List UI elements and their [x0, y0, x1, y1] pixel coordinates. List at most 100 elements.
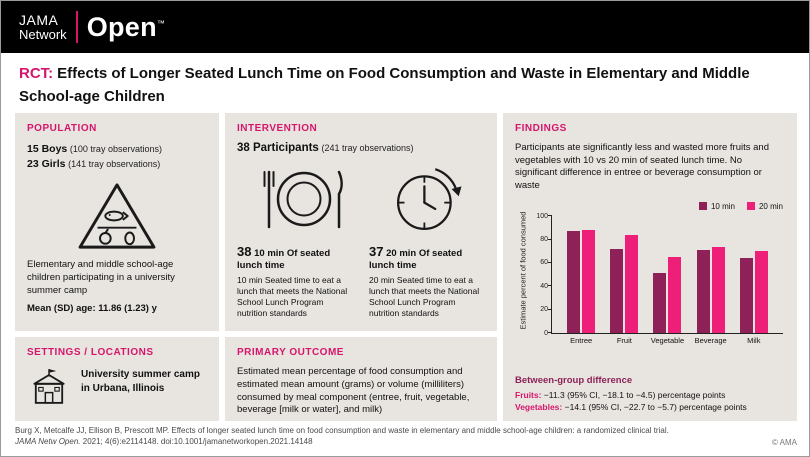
- trademark-symbol: ™: [156, 18, 166, 28]
- vegetables-label: Vegetables:: [515, 402, 563, 413]
- chart-legend: 10 min 20 min: [515, 200, 785, 212]
- arm-10min-n: 38: [237, 244, 252, 259]
- settings-text: University summer camp in Urbana, Illino…: [81, 369, 200, 394]
- study-type-tag: RCT:: [19, 65, 54, 82]
- mean-age: Mean (SD) age: 11.86 (1.23) y: [27, 302, 157, 314]
- between-group-difference: Between-group difference Fruits: −11.3 (…: [515, 374, 785, 413]
- participants-count: 38 Participants: [237, 142, 319, 154]
- population-panel: POPULATION 15 Boys (100 tray observation…: [15, 113, 219, 331]
- boys-note: (100 tray observations): [69, 144, 162, 154]
- jama-text: JAMA: [19, 11, 59, 28]
- between-group-title: Between-group difference: [515, 375, 633, 387]
- y-tick-0: 0: [544, 329, 548, 337]
- settings-panel: SETTINGS / LOCATIONS University summer c…: [15, 337, 219, 421]
- boys-count: 15 Boys: [27, 143, 68, 155]
- arm-10min-label: 10 min Of seated lunch time: [237, 248, 331, 272]
- citation-text: Burg X, Metcalfe JJ, Ellison B, Prescott…: [15, 425, 669, 435]
- bar-20min-fruit: [625, 234, 639, 334]
- intervention-panel: INTERVENTION 38 Participants (241 tray o…: [225, 113, 497, 331]
- y-axis-title: Estimate percent of food consumed: [518, 211, 528, 330]
- x-axis-label-fruit: Fruit: [616, 336, 632, 346]
- girls-count-line: 23 Girls (141 tray observations): [27, 157, 207, 172]
- y-tick-80: 80: [540, 236, 548, 244]
- bar-10min-milk: [739, 258, 753, 334]
- bar-20min-entree: [582, 230, 596, 334]
- citation-details: 2021; 4(6):e2114148. doi:10.1001/jamanet…: [82, 436, 313, 446]
- jama-network-wordmark: JAMA Network: [19, 13, 67, 41]
- x-axis-label-vegetable: Vegetable: [650, 336, 685, 346]
- legend-item-20min: 20 min: [746, 202, 783, 211]
- intervention-header: INTERVENTION: [237, 123, 318, 134]
- school-building-icon: [27, 366, 71, 406]
- arm-10min: 38 10 min Of seated lunch time 10 min Se…: [237, 244, 353, 319]
- bar-group-fruit: Fruit: [610, 216, 639, 345]
- arm-10min-description: 10 min Seated time to eat a lunch that m…: [237, 275, 348, 319]
- arm-20min-description: 20 min Seated time to eat a lunch that m…: [369, 275, 480, 319]
- primary-outcome-panel: PRIMARY OUTCOME Estimated mean percentag…: [225, 337, 497, 421]
- y-tick-mark: [548, 215, 552, 217]
- findings-summary: Participants ate significantly less and …: [515, 142, 769, 191]
- y-tick-mark: [548, 285, 552, 287]
- intervention-arms: 38 10 min Of seated lunch time 10 min Se…: [237, 244, 485, 319]
- logo-divider: [75, 11, 78, 43]
- settings-row: University summer camp in Urbana, Illino…: [27, 366, 207, 406]
- population-description: Elementary and middle school-age childre…: [27, 259, 175, 297]
- legend-swatch: [698, 202, 707, 211]
- y-tick-mark: [548, 261, 552, 263]
- between-group-fruits: Fruits: −11.3 (95% CI, −18.1 to −4.5) pe…: [515, 389, 785, 401]
- primary-outcome-text: Estimated mean percentage of food consum…: [237, 366, 470, 416]
- arm-10min-headline: 38 10 min Of seated lunch time: [237, 244, 353, 272]
- bar-10min-entree: [567, 231, 581, 334]
- x-axis-label-milk: Milk: [747, 336, 761, 346]
- findings-header: FINDINGS: [515, 123, 567, 134]
- bar-group-entree: Entree: [567, 216, 596, 345]
- citation-line2: JAMA Netw Open. 2021; 4(6):e2114148. doi…: [15, 436, 749, 447]
- fruits-label: Fruits:: [515, 389, 542, 400]
- girls-note: (141 tray observations): [68, 159, 161, 170]
- y-tick-40: 40: [540, 282, 548, 290]
- open-text: Open: [86, 11, 157, 42]
- network-text: Network: [19, 26, 67, 42]
- arm-20min-label: 20 min Of seated lunch time: [369, 248, 463, 272]
- legend-item-10min: 10 min: [698, 201, 735, 211]
- participants-line: 38 Participants (241 tray observations): [237, 142, 485, 154]
- citation-footer: Burg X, Metcalfe JJ, Ellison B, Prescott…: [15, 425, 749, 447]
- x-axis-label-entree: Entree: [570, 336, 593, 346]
- findings-panel: FINDINGS Participants ate significantly …: [503, 113, 797, 421]
- y-tick-100: 100: [536, 212, 548, 220]
- boys-count-line: 15 Boys (100 tray observations): [27, 142, 207, 157]
- population-header: POPULATION: [27, 123, 97, 134]
- copyright: © AMA: [771, 438, 797, 447]
- plate-cutlery-icon: [256, 164, 352, 234]
- y-tick-mark: [548, 308, 552, 310]
- bar-group-beverage: Beverage: [695, 216, 727, 345]
- bar-10min-beverage: [696, 250, 710, 334]
- intervention-icons-row: [237, 158, 485, 240]
- clock-icon: [390, 161, 466, 237]
- jama-network-open-logo: JAMA Network Open™: [19, 11, 165, 43]
- title-bar: RCT: Effects of Longer Seated Lunch Time …: [1, 53, 809, 108]
- between-group-vegetables: Vegetables: −14.1 (95% CI, −22.7 to −5.7…: [515, 401, 785, 413]
- primary-outcome-header: PRIMARY OUTCOME: [237, 347, 344, 358]
- arm-20min: 37 20 min Of seated lunch time 20 min Se…: [369, 244, 485, 319]
- participants-note: (241 tray observations): [321, 143, 414, 153]
- page-title: Effects of Longer Seated Lunch Time on F…: [19, 65, 750, 105]
- x-axis-label-beverage: Beverage: [694, 336, 727, 346]
- chart-plot: 0 20 40 60 80 100 Entree Fruit Vegetable Beverage…: [536, 213, 783, 345]
- bar-10min-vegetable: [653, 273, 667, 334]
- bar-10min-fruit: [610, 248, 624, 334]
- bar-20min-milk: [754, 251, 768, 334]
- y-tick-mark: [548, 238, 552, 240]
- journal-name: JAMA Netw Open.: [15, 436, 81, 446]
- y-tick-20: 20: [540, 306, 548, 314]
- girls-count: 23 Girls: [27, 158, 66, 171]
- food-pyramid-icon: [27, 181, 207, 251]
- header-bar: JAMA Network Open™: [1, 1, 809, 53]
- settings-header: SETTINGS / LOCATIONS: [27, 347, 154, 358]
- fruits-value: −11.3 (95% CI, −18.1 to −4.5) percentage…: [543, 389, 726, 400]
- bar-20min-vegetable: [668, 257, 682, 334]
- vegetables-value: −14.1 (95% CI, −22.7 to −5.7) percentage…: [564, 402, 747, 413]
- bar-group-vegetable: Vegetable: [651, 216, 684, 345]
- legend-label: 10 min: [710, 201, 735, 211]
- arm-20min-headline: 37 20 min Of seated lunch time: [369, 244, 485, 272]
